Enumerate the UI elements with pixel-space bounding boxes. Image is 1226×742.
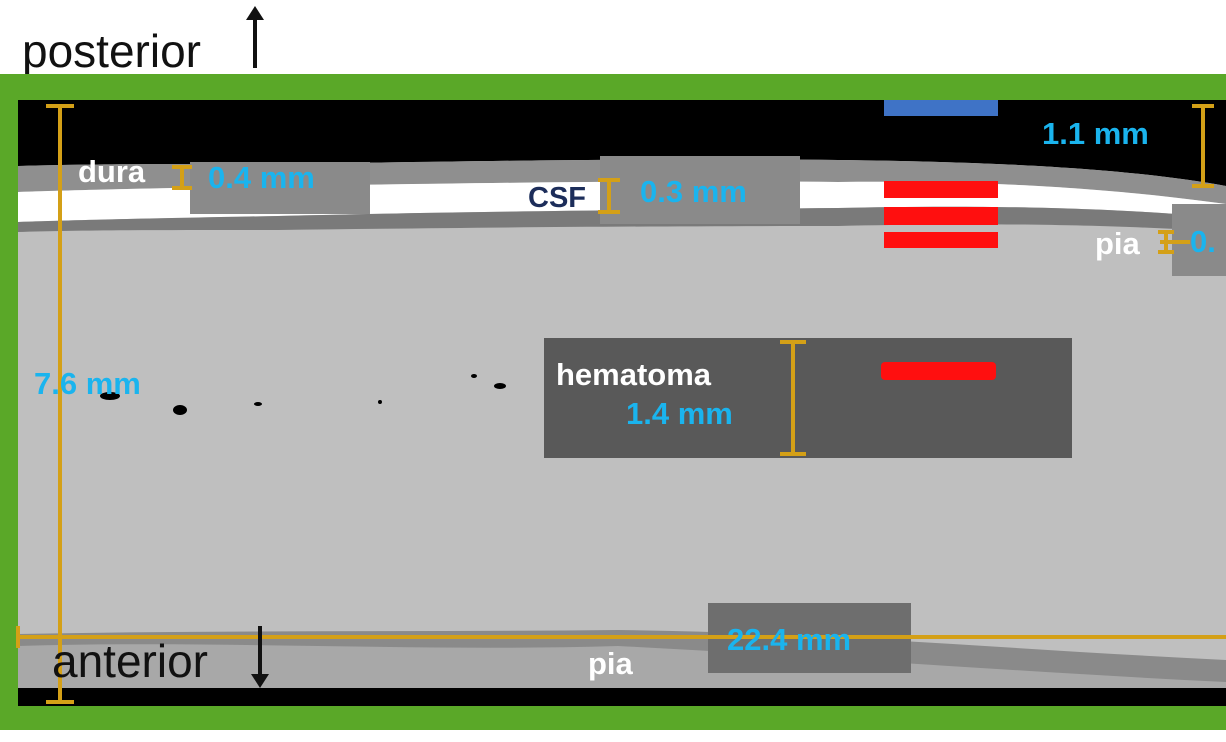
pia-top-label: pia xyxy=(1095,226,1140,261)
blue-marker xyxy=(884,100,998,116)
top-void xyxy=(18,100,1226,186)
width-measure: 22.4 mm xyxy=(727,622,852,657)
red-marker-pia xyxy=(884,232,998,248)
total-depth-measure: 7.6 mm xyxy=(34,366,141,401)
anterior-text: anterior xyxy=(52,635,208,687)
dura-box xyxy=(190,162,370,214)
speck xyxy=(254,402,262,406)
pia-layer-bottom-light xyxy=(18,644,1226,690)
bottom-void xyxy=(18,688,1226,706)
speck xyxy=(173,405,187,415)
posterior-label: posterior xyxy=(22,28,201,74)
hematoma-region xyxy=(544,338,1072,458)
red-marker-dura xyxy=(884,181,998,198)
dura-label: dura xyxy=(78,154,146,189)
dura-thickness: 0.4 mm xyxy=(208,160,315,195)
csf-label: CSF xyxy=(528,182,586,214)
speck xyxy=(471,374,477,378)
hematoma-thickness: 1.4 mm xyxy=(626,396,733,431)
hematoma-label: hematoma xyxy=(556,357,712,392)
speck xyxy=(378,400,382,404)
csf-thickness: 0.3 mm xyxy=(640,174,747,209)
pia-bottom-label: pia xyxy=(588,646,633,681)
red-marker-hematoma xyxy=(881,362,996,380)
pia-top-thickness: 0. xyxy=(1190,224,1216,259)
speck xyxy=(100,392,120,400)
top-gap-measure: 1.1 mm xyxy=(1042,116,1149,151)
anterior-label: anterior xyxy=(52,638,208,684)
speck xyxy=(494,383,506,389)
csf-box xyxy=(600,156,800,224)
red-marker-csf xyxy=(884,207,998,225)
posterior-text: posterior xyxy=(22,25,201,77)
